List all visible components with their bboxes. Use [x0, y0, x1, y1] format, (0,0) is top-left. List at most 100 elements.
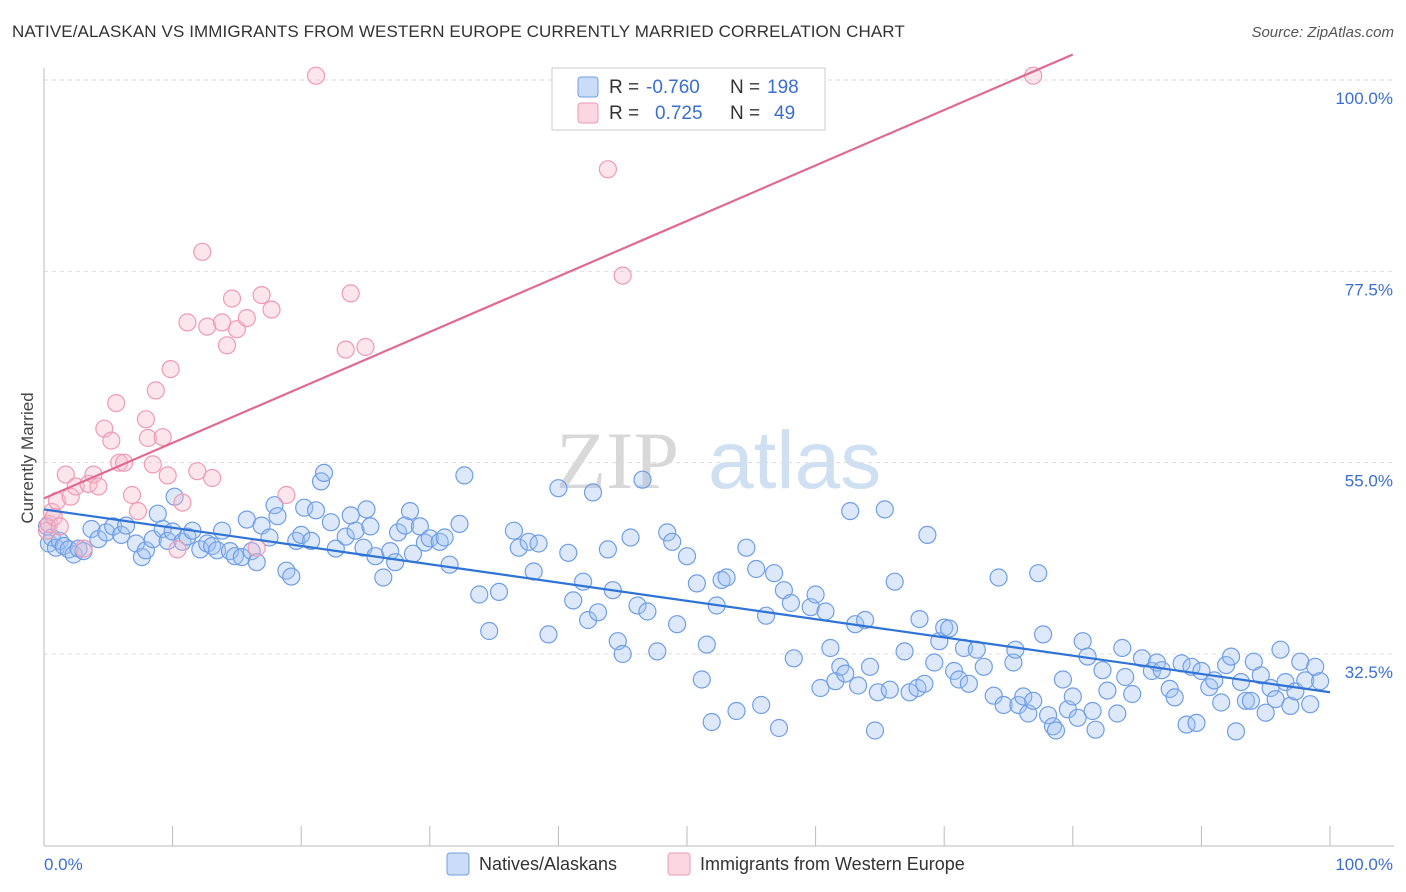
data-point-natives	[97, 523, 116, 542]
data-point-natives	[717, 568, 736, 587]
data-point-natives	[450, 514, 469, 534]
data-point-natives	[667, 615, 687, 634]
data-point-natives	[1108, 704, 1127, 723]
series-legend-label-blue: Natives/Alaskans	[479, 854, 617, 874]
data-point-natives	[529, 534, 548, 553]
data-point-natives	[1241, 691, 1261, 710]
axes	[43, 68, 1394, 847]
data-point-natives	[1073, 632, 1092, 651]
data-point-natives	[1212, 693, 1231, 712]
data-point-natives	[148, 504, 167, 523]
legend-r-label-blue: R =	[609, 77, 639, 98]
x-tick-label-max: 100.0%	[1335, 855, 1393, 874]
data-point-natives	[1083, 701, 1102, 721]
data-point-natives	[539, 625, 558, 644]
data-point-natives	[1310, 672, 1330, 691]
data-point-natives	[959, 674, 979, 693]
data-point-natives	[974, 657, 993, 676]
data-point-immigrants	[136, 410, 155, 429]
data-point-natives	[178, 527, 197, 546]
data-point-natives	[1231, 672, 1251, 692]
data-point-immigrants	[153, 428, 172, 447]
data-point-natives	[198, 534, 217, 553]
data-point-natives	[648, 642, 667, 661]
data-point-natives	[112, 525, 131, 545]
data-point-natives	[136, 541, 155, 560]
data-point-natives	[1063, 687, 1082, 706]
data-point-natives	[470, 585, 489, 604]
chart-title: NATIVE/ALASKAN VS IMMIGRANTS FROM WESTER…	[12, 22, 905, 41]
data-point-immigrants	[107, 394, 126, 413]
data-point-immigrants	[168, 540, 187, 559]
data-point-natives	[292, 525, 311, 545]
watermark-zip: ZIP	[556, 415, 679, 506]
data-point-natives	[1116, 667, 1135, 687]
data-point-natives	[1301, 695, 1320, 714]
data-point-natives	[613, 644, 632, 664]
data-point-natives	[848, 676, 868, 695]
data-point-immigrants	[50, 517, 69, 536]
data-point-natives	[841, 502, 860, 521]
data-point-natives	[326, 539, 345, 558]
x-tick-label-min: 0.0%	[44, 855, 83, 874]
data-point-immigrants	[336, 340, 355, 359]
data-point-natives	[361, 517, 380, 536]
data-point-immigrants	[341, 284, 360, 303]
data-point-immigrants	[277, 485, 296, 505]
data-point-natives	[875, 500, 894, 519]
data-point-immigrants	[237, 309, 256, 328]
data-point-immigrants	[138, 428, 157, 448]
series-legend-swatch-blue	[446, 852, 470, 876]
data-point-natives	[918, 525, 937, 545]
data-point-natives	[509, 538, 528, 557]
data-point-natives	[1221, 647, 1241, 666]
data-point-natives	[747, 559, 766, 579]
series-legend: Natives/Alaskans Immigrants from Western…	[446, 852, 965, 876]
data-point-natives	[816, 602, 835, 621]
legend-r-label-pink: R =	[609, 103, 639, 124]
data-point-natives	[868, 683, 888, 702]
data-point-natives	[1281, 696, 1300, 716]
data-point-immigrants	[146, 381, 165, 400]
data-point-immigrants	[356, 337, 375, 357]
trend-lines	[43, 53, 1331, 694]
legend-r-value-blue: -0.760	[646, 77, 700, 98]
data-point-natives	[1024, 691, 1043, 710]
data-point-immigrants	[56, 465, 75, 484]
data-point-immigrants	[252, 286, 271, 305]
data-point-natives	[455, 466, 474, 485]
data-point-natives	[949, 670, 969, 689]
series-legend-swatch-pink	[667, 852, 691, 876]
data-point-immigrants	[74, 539, 93, 558]
data-point-natives	[806, 585, 825, 604]
data-point-natives	[1014, 687, 1033, 706]
data-point-natives	[480, 621, 499, 641]
data-point-natives	[1236, 691, 1256, 710]
data-point-natives	[295, 498, 314, 517]
data-point-natives	[336, 527, 355, 546]
data-point-natives	[1226, 722, 1246, 741]
data-point-immigrants	[222, 289, 242, 308]
watermark-atlas: atlas	[708, 415, 881, 506]
data-point-natives	[915, 674, 934, 693]
y-tick-label: 55.0%	[1345, 472, 1393, 491]
data-point-natives	[1266, 689, 1285, 709]
data-point-natives	[944, 661, 964, 681]
gridlines	[44, 79, 1394, 655]
data-point-natives	[769, 718, 789, 738]
data-point-immigrants	[598, 160, 618, 179]
data-point-natives	[302, 531, 321, 551]
data-point-natives	[1160, 679, 1179, 699]
data-point-immigrants	[89, 477, 108, 496]
data-point-natives	[1132, 649, 1152, 668]
data-point-natives	[578, 610, 598, 630]
data-point-natives	[821, 638, 840, 658]
data-point-natives	[389, 523, 408, 542]
data-point-natives	[341, 506, 360, 525]
data-point-immigrants	[61, 487, 80, 506]
data-point-natives	[386, 553, 405, 572]
data-point-natives	[1113, 638, 1132, 658]
legend-swatch-blue	[577, 76, 599, 98]
data-point-immigrants	[143, 455, 162, 474]
data-point-immigrants	[306, 66, 326, 85]
